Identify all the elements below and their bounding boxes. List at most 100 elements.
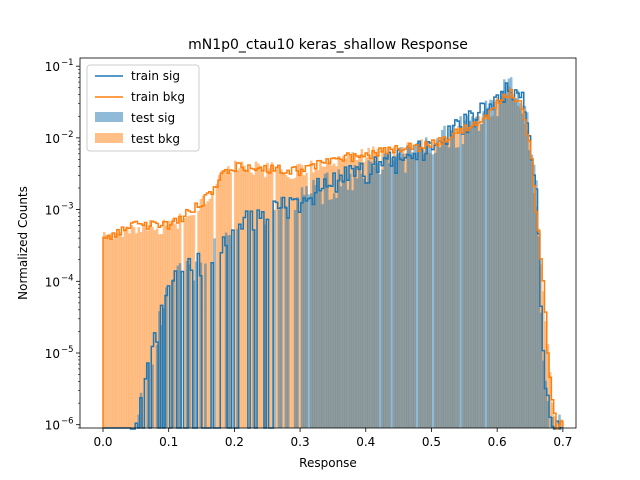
legend-train-sig-label: train sig xyxy=(131,69,180,83)
test-sig-bar xyxy=(296,197,299,428)
test-bkg-bar xyxy=(220,170,223,428)
test-sig-bar xyxy=(546,400,550,428)
test-sig-bar xyxy=(309,193,313,428)
test-bkg-bar xyxy=(542,291,545,428)
test-sig-bar xyxy=(466,115,469,428)
test-bkg-bar xyxy=(275,167,278,428)
x-tick-label: 0.2 xyxy=(225,435,244,449)
test-bkg-bar xyxy=(144,224,147,428)
test-sig-bar xyxy=(411,152,414,428)
test-sig-bar xyxy=(530,154,534,428)
test-bkg-bar xyxy=(197,210,200,428)
test-bkg-bar xyxy=(254,161,258,429)
test-sig-bar xyxy=(415,143,419,428)
test-bkg-bar xyxy=(146,230,150,428)
test-sig-bar xyxy=(427,141,430,428)
test-bkg-bar xyxy=(174,224,177,428)
test-sig-bar xyxy=(406,145,410,428)
test-sig-bar xyxy=(277,209,281,428)
test-sig-bar xyxy=(486,107,490,429)
test-sig-bar xyxy=(351,190,354,428)
test-bkg-bar xyxy=(121,236,124,428)
test-sig-bar xyxy=(434,152,437,428)
test-sig-bar xyxy=(447,147,451,429)
test-sig-bar xyxy=(535,180,538,428)
test-sig-bar xyxy=(443,125,446,429)
test-sig-bar xyxy=(323,173,327,428)
test-sig-bar xyxy=(516,90,520,428)
test-sig-bar xyxy=(477,130,481,429)
test-sig-bar xyxy=(551,416,554,428)
test-sig-bar xyxy=(303,194,306,428)
test-bkg-bar xyxy=(551,402,554,428)
test-sig-bar xyxy=(503,79,506,429)
y-tick-label: 10 xyxy=(45,419,60,433)
test-sig-bar xyxy=(339,186,343,428)
test-bkg-bar xyxy=(169,221,173,428)
test-bkg-bar xyxy=(105,234,108,428)
chart-title: mN1p0_ctau10 keras_shallow Response xyxy=(188,37,468,53)
y-tick-label: 10 xyxy=(45,204,60,218)
y-tick-exponent: −2 xyxy=(61,130,74,140)
test-sig-bar xyxy=(526,112,529,428)
test-bkg-bar xyxy=(116,233,120,428)
test-sig-bar xyxy=(378,174,382,428)
test-bkg-bar xyxy=(222,169,226,429)
test-sig-bar xyxy=(337,169,341,428)
x-tick-label: 0.1 xyxy=(159,435,178,449)
test-sig-bar xyxy=(176,265,180,428)
test-sig-bar xyxy=(461,144,465,428)
x-axis-label: Response xyxy=(299,456,357,470)
test-sig-bar xyxy=(192,280,196,428)
y-tick-label: 10 xyxy=(45,347,60,361)
test-sig-bar xyxy=(321,204,324,428)
test-bkg-bar xyxy=(201,195,205,428)
test-sig-bar xyxy=(355,178,359,428)
x-tick-label: 0.6 xyxy=(488,435,507,449)
test-bkg-bar xyxy=(102,231,106,428)
test-sig-bar xyxy=(362,178,366,428)
test-sig-bar xyxy=(314,185,318,428)
legend-box xyxy=(86,64,200,152)
test-bkg-bar xyxy=(112,238,115,428)
test-sig-bar xyxy=(328,199,331,428)
test-sig-bar xyxy=(236,228,239,428)
x-tick-label: 0.7 xyxy=(553,435,572,449)
test-sig-bar xyxy=(330,199,334,428)
test-bkg-bar xyxy=(151,227,154,428)
test-sig-bar xyxy=(509,77,513,429)
test-sig-bar xyxy=(139,392,143,428)
test-sig-bar xyxy=(390,157,393,428)
test-sig-bar xyxy=(335,197,338,428)
test-sig-bar xyxy=(418,142,421,428)
test-sig-bar xyxy=(358,161,361,429)
test-sig-bar xyxy=(326,172,329,428)
test-sig-bar xyxy=(381,169,384,428)
test-bkg-bar xyxy=(544,321,547,428)
test-sig-bar xyxy=(365,182,368,428)
test-bkg-bar xyxy=(243,165,246,428)
test-sig-bar xyxy=(514,98,518,428)
test-sig-bar xyxy=(537,236,541,428)
test-bkg-bar xyxy=(153,230,157,428)
test-sig-bar xyxy=(162,308,166,428)
test-sig-bar xyxy=(505,83,508,428)
test-sig-bar xyxy=(188,264,191,428)
test-sig-bar xyxy=(300,187,304,428)
test-sig-bar xyxy=(160,325,163,428)
test-sig-bar xyxy=(194,261,198,428)
test-sig-bar xyxy=(342,179,345,428)
test-sig-bar xyxy=(473,118,476,428)
test-sig-bar xyxy=(500,91,504,429)
legend-test-bkg-label: test bkg xyxy=(131,132,180,146)
test-sig-bar xyxy=(349,173,352,428)
x-tick-label: 0.3 xyxy=(291,435,310,449)
test-sig-bar xyxy=(436,137,439,429)
y-tick-exponent: −3 xyxy=(61,202,74,212)
test-bkg-bar xyxy=(289,178,292,428)
test-sig-bar xyxy=(312,179,315,428)
test-sig-bar xyxy=(395,157,398,428)
test-sig-bar xyxy=(137,414,140,428)
test-bkg-bar xyxy=(206,201,209,428)
test-sig-bar xyxy=(484,100,488,428)
